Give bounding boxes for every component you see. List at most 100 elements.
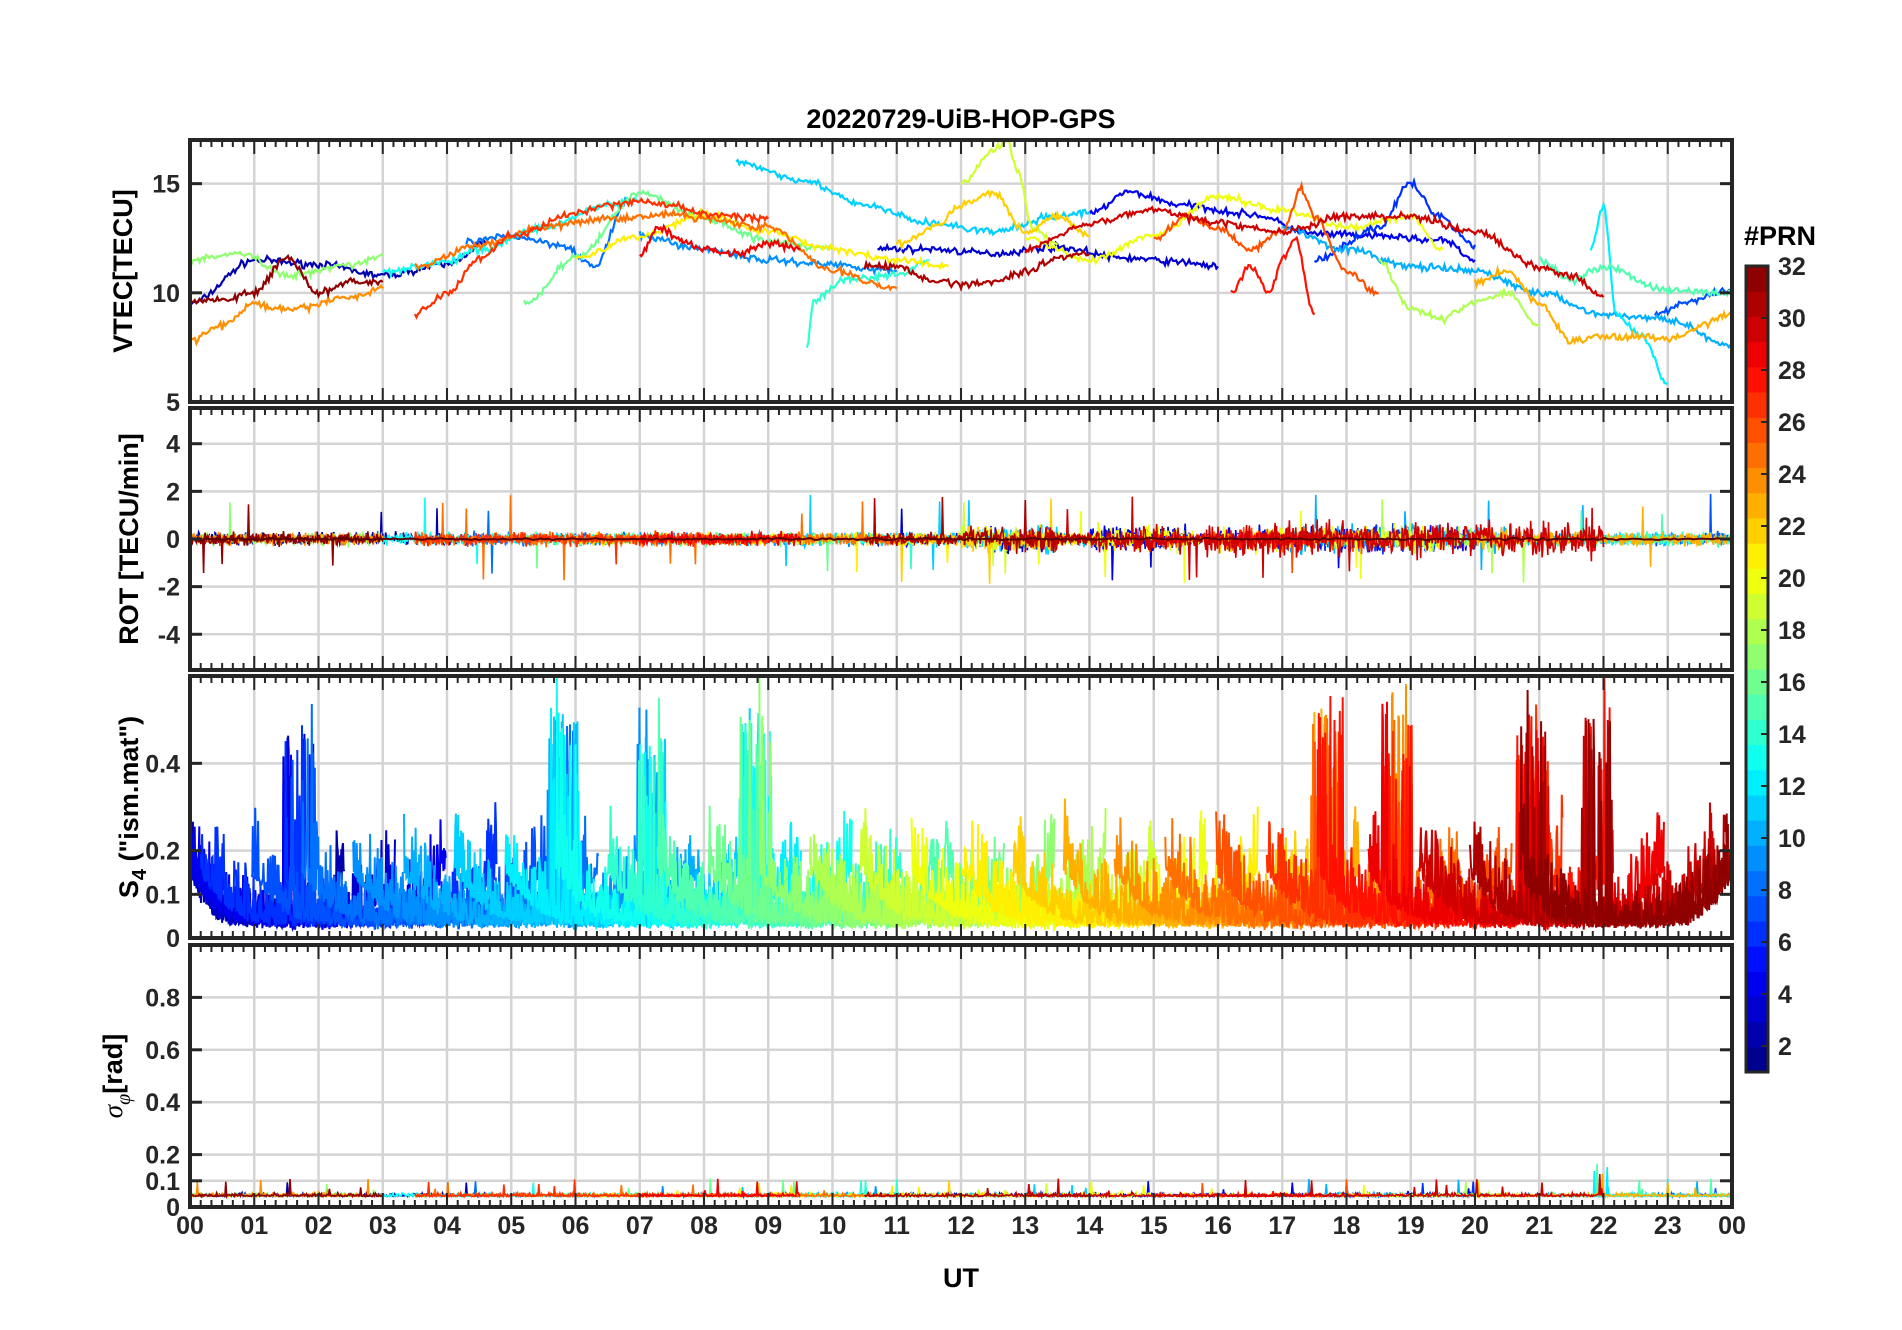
- y-tick-label: 4: [166, 431, 180, 459]
- x-tick-label: 13: [1011, 1212, 1039, 1240]
- colorbar-cell: [1746, 870, 1768, 897]
- vtec-series-prn-7: [1653, 286, 1732, 318]
- colorbar-cell: [1746, 1046, 1768, 1073]
- x-tick-label: 16: [1204, 1212, 1232, 1240]
- vtec-series-prn-12: [1589, 201, 1669, 386]
- colorbar-tick-label: 24: [1778, 461, 1806, 489]
- x-tick-label: 19: [1397, 1212, 1425, 1240]
- colorbar-cell: [1746, 769, 1768, 796]
- panel-rot-lines: [190, 493, 1732, 584]
- rot-series-prn-15: [1538, 510, 1732, 549]
- y-tick-label: 0.2: [145, 838, 180, 866]
- panel-s4-ylabel-rest: ("ism.mat"): [114, 716, 144, 869]
- x-axis-label: UT: [943, 1263, 979, 1293]
- x-tick-label: 07: [626, 1212, 654, 1240]
- panel-sigma-ylabel-rest: [rad]: [98, 1034, 128, 1094]
- x-tick-label: 09: [754, 1212, 782, 1240]
- panel-sigma-phi: 00.10.2 0.4 0.6 0.8 σφ[rad]: [98, 943, 1734, 1222]
- colorbar-tick-label: 4: [1778, 981, 1792, 1009]
- vtec-series-prn-10: [1281, 225, 1732, 350]
- colorbar-cell: [1746, 391, 1768, 418]
- colorbar-tick-label: 30: [1778, 305, 1806, 333]
- x-tick-label: 12: [947, 1212, 975, 1240]
- colorbar-cell: [1746, 920, 1768, 947]
- x-tick-label: 20: [1461, 1212, 1489, 1240]
- colorbar-tick-label: 8: [1778, 877, 1792, 905]
- y-tick-label: 0.4: [145, 1089, 180, 1117]
- colorbar-cell: [1746, 316, 1768, 343]
- colorbar-tick-label: 20: [1778, 565, 1806, 593]
- colorbar-tick-label: 26: [1778, 409, 1806, 437]
- panel-vtec-ylabel: VTEC[TECU]: [108, 189, 138, 353]
- colorbar-cell: [1746, 845, 1768, 872]
- s4-series-prn-32: [1519, 689, 1732, 929]
- panel-s4-ylabel-text: S: [114, 880, 144, 898]
- vtec-series-prn-18: [1378, 259, 1540, 327]
- colorbar-cell: [1746, 266, 1768, 292]
- y-tick-label: 10: [152, 280, 180, 308]
- colorbar-tick-label: 6: [1778, 929, 1792, 957]
- colorbar-cell: [1746, 543, 1768, 569]
- colorbar-cells: [1746, 266, 1768, 1073]
- panel-sigma-ticks: 00.10.2 0.4 0.6 0.8: [145, 945, 1732, 1222]
- colorbar-cell: [1746, 366, 1768, 393]
- colorbar-tick-label: 10: [1778, 825, 1806, 853]
- x-tick-label: 17: [1268, 1212, 1296, 1240]
- panel-s4-lines: [190, 676, 1732, 933]
- panel-sigma-frame: [188, 943, 1734, 1209]
- y-tick-label: -4: [158, 621, 180, 649]
- x-tick-label: 23: [1654, 1212, 1682, 1240]
- vtec-series-prn-16: [523, 189, 834, 306]
- panel-vtec: 5 10 15 VTEC[TECU]: [108, 138, 1734, 417]
- panel-vtec-frame: [188, 138, 1734, 404]
- vtec-series-prn-4: [1088, 189, 1476, 264]
- s4-series-prn-29: [1367, 701, 1665, 930]
- vtec-series-prn-9: [638, 230, 897, 277]
- rot-series-prn-31: [864, 496, 1091, 554]
- colorbar-cell: [1746, 618, 1768, 645]
- sigma-series-prn-30: [1024, 1173, 1604, 1200]
- colorbar-tick-label: 18: [1778, 617, 1806, 645]
- x-tick-label: 18: [1333, 1212, 1361, 1240]
- panel-s4-ylabel-sub: 4: [129, 868, 151, 880]
- panel-sigma-ylabel-sub: φ: [113, 1094, 135, 1105]
- panel-s4-ylabel: S4 ("ism.mat"): [114, 716, 151, 898]
- x-tick-label: 11: [884, 1212, 911, 1240]
- colorbar-cell: [1746, 1021, 1768, 1048]
- colorbar-cell: [1746, 341, 1768, 368]
- vtec-series-prn-30: [1024, 205, 1605, 298]
- x-tick-label: 21: [1525, 1212, 1553, 1240]
- panel-s4-frame: [188, 674, 1734, 940]
- panel-rot-frame: [188, 406, 1734, 672]
- sigma-series-prn-27: [414, 1179, 770, 1199]
- panel-rot: -4 -2 0 2 4 ROT [TECU/min]: [114, 406, 1734, 672]
- y-tick-label: 0.8: [145, 984, 180, 1012]
- colorbar-cell: [1746, 820, 1768, 846]
- x-tick-label: 15: [1140, 1212, 1168, 1240]
- vtec-series-prn-23: [1473, 264, 1732, 346]
- vtec-series-prn-28: [1230, 235, 1316, 316]
- vtec-series-prn-24: [190, 283, 384, 347]
- x-tick-label: 02: [305, 1212, 333, 1240]
- colorbar-cell: [1746, 946, 1768, 972]
- sigma-series-prn-29: [639, 1178, 801, 1200]
- x-tick-label: 01: [240, 1212, 268, 1240]
- colorbar-cell: [1746, 492, 1768, 519]
- panel-sigma-ylabel-sigma: σ: [98, 1103, 128, 1118]
- x-tick-label: 00: [1718, 1212, 1746, 1240]
- colorbar-tick-label: 16: [1778, 669, 1806, 697]
- x-tick-label: 10: [819, 1212, 847, 1240]
- panel-vtec-lines: [190, 140, 1732, 386]
- y-tick-label: 0.1: [145, 1168, 180, 1196]
- x-tick-labels: 00 01 02 03 04 05 06 07 08 09 10 11 12 13 14 15 16 17 18 19…: [176, 1212, 1746, 1240]
- colorbar-cell: [1746, 467, 1768, 494]
- x-tick-label: 05: [497, 1212, 525, 1240]
- vtec-series-prn-20: [1024, 191, 1444, 266]
- vtec-series-prn-8: [465, 196, 628, 269]
- panel-sigma-ylabel: σφ[rad]: [98, 1034, 135, 1118]
- panel-sigma-lines: [190, 1163, 1732, 1200]
- colorbar-cell: [1746, 719, 1768, 746]
